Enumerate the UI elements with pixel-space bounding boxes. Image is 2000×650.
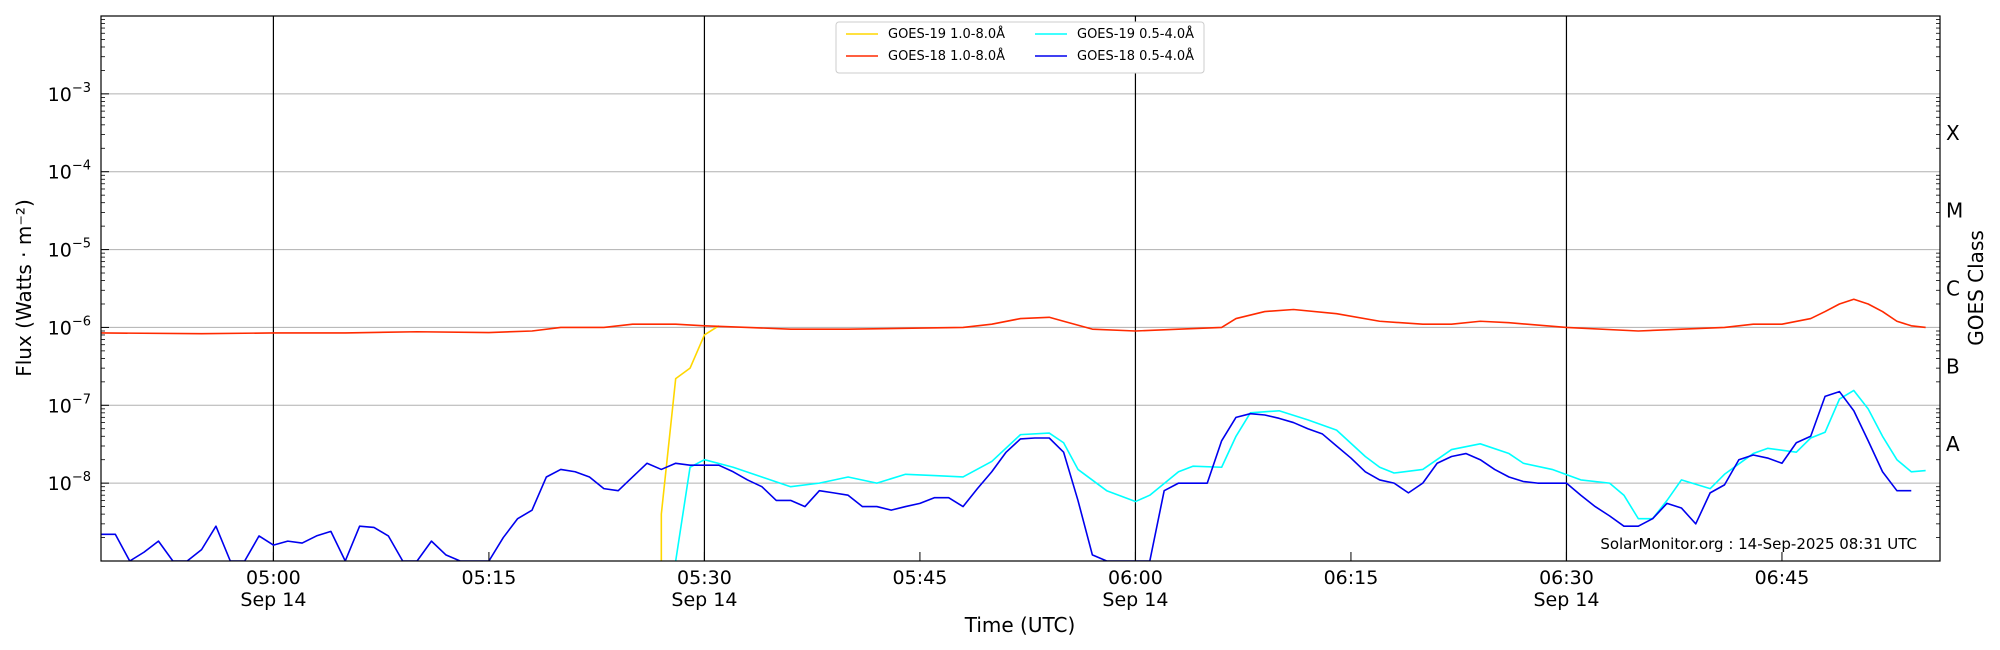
goes-class-label: X — [1946, 121, 1960, 145]
x-tick-label: 05:30 — [677, 567, 732, 589]
x-axis-title: Time (UTC) — [964, 613, 1076, 637]
series-line-4 — [101, 390, 1912, 561]
y-tick-exponent: −8 — [72, 470, 91, 485]
x-tick-label: 06:15 — [1324, 567, 1379, 589]
y-axis-title: Flux (Watts · m⁻²) — [12, 199, 36, 377]
goes-class-label: B — [1946, 354, 1960, 378]
legend-label: GOES-19 0.5-4.0Å — [1077, 26, 1194, 42]
y-tick-exponent: −5 — [72, 237, 91, 252]
x-tick-label: 06:30 — [1539, 567, 1594, 589]
x-tick-label: 05:00 — [246, 567, 301, 589]
legend-label: GOES-18 1.0-8.0Å — [888, 48, 1005, 64]
goes-class-label: C — [1946, 277, 1960, 301]
credit-text: SolarMonitor.org : 14-Sep-2025 08:31 UTC — [1600, 535, 1917, 553]
x-tick-label: 06:00 — [1108, 567, 1163, 589]
x-tick-label: 06:45 — [1755, 567, 1810, 589]
goes-class-label: M — [1946, 199, 1963, 223]
day-lines — [272, 16, 1568, 561]
x-tick-label: 05:15 — [462, 567, 517, 589]
series-layer — [101, 298, 1926, 561]
y-tick-exponent: −6 — [72, 314, 91, 329]
y-tick-exponent: −4 — [72, 159, 91, 174]
y-tick-label: 10−7 — [48, 392, 91, 417]
legend-label: GOES-19 1.0-8.0Å — [888, 26, 1005, 42]
y-tick-label: 10−8 — [48, 470, 91, 495]
x-tick-date: Sep 14 — [671, 589, 737, 611]
legend: GOES-19 1.0-8.0Å GOES-19 0.5-4.0Å GOES-18 … — [835, 21, 1205, 74]
grid-layer — [101, 93, 1940, 484]
legend-label: GOES-18 0.5-4.0Å — [1077, 48, 1194, 64]
y-tick-exponent: −7 — [72, 392, 91, 407]
x-tick-date: Sep 14 — [1533, 589, 1599, 611]
legend-box — [835, 21, 1205, 74]
series-line-1 — [660, 325, 720, 561]
y2-axis-title: GOES Class — [1964, 230, 1988, 346]
y-tick-exponent: −3 — [72, 81, 91, 96]
goes-class-axis: A B C M X — [1946, 121, 1963, 456]
x-tick-date: Sep 14 — [240, 589, 306, 611]
plot-frame — [100, 15, 1941, 562]
series-line-3 — [101, 298, 1926, 335]
x-tick-label: 05:45 — [893, 567, 948, 589]
series-line-2 — [674, 389, 1926, 561]
goes-class-label: A — [1946, 432, 1960, 456]
x-tick-date: Sep 14 — [1102, 589, 1168, 611]
